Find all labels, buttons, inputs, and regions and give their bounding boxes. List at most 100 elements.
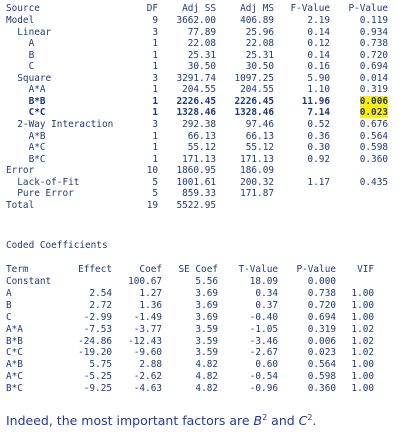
anova-cell-f-value: 0.92 — [307, 153, 330, 165]
coef-cell-t-value: 0.37 — [255, 299, 278, 311]
coef-cell-coef: 100.67 — [128, 276, 162, 287]
anova-cell-p-value: 0.319 — [359, 84, 388, 96]
anova-row: Linear 3 77.89 25.96 0.14 0.934 — [0, 27, 406, 39]
coef-cell-effect: -9.25 — [83, 383, 112, 395]
anova-cell-p-value: 0.435 — [359, 176, 388, 188]
coef-row: A*A -7.53 -3.77 3.59 -1.05 0.319 1.02 — [0, 324, 406, 336]
anova-cell-source: Error — [6, 165, 35, 177]
anova-cell-df: 1 — [152, 38, 158, 50]
coef-cell-effect: -19.20 — [78, 347, 112, 359]
caption-middle: and — [267, 413, 299, 429]
coef-cell-effect: -5.25 — [83, 371, 112, 383]
coef-row: B 2.72 1.36 3.69 0.37 0.720 1.00 — [0, 300, 406, 312]
anova-header-p-value: P-Value — [348, 3, 388, 14]
coef-cell-t-value: 18.09 — [249, 276, 278, 287]
anova-cell-source: Model — [6, 15, 35, 26]
anova-cell-df: 3 — [152, 26, 158, 38]
anova-cell-adj-ss: 30.50 — [187, 61, 216, 73]
coef-cell-effect: -24.86 — [78, 335, 112, 347]
anova-cell-source: Linear — [6, 26, 52, 38]
coef-cell-p-value: 0.319 — [307, 323, 336, 335]
anova-row: A 1 22.08 22.08 0.12 0.738 — [0, 38, 406, 50]
anova-cell-adj-ms: 25.31 — [245, 49, 274, 61]
anova-cell-f-value: 0.52 — [307, 118, 330, 130]
coef-cell-se-coef: 4.82 — [195, 371, 218, 383]
coef-cell-se-coef: 4.82 — [195, 383, 218, 395]
anova-cell-adj-ss: 22.08 — [187, 38, 216, 50]
anova-header-source: Source — [6, 3, 40, 14]
anova-cell-source: C*C — [6, 107, 46, 119]
anova-cell-df: 1 — [152, 49, 158, 61]
anova-cell-source: Total — [6, 199, 35, 211]
anova-cell-p-value: 0.934 — [359, 26, 388, 38]
anova-row: Total 19 5522.95 — [0, 200, 406, 212]
coef-cell-term: Constant — [6, 276, 52, 287]
anova-row: 2-Way Interaction 3 292.38 97.46 0.52 0.676 — [0, 119, 406, 131]
anova-cell-adj-ms: 1097.25 — [234, 72, 274, 84]
anova-row: C*C 1 1328.46 1328.46 7.14 0.023 — [0, 107, 406, 119]
anova-cell-source: B — [6, 49, 35, 61]
coef-cell-term: A — [6, 287, 12, 299]
coefficients-title: Coded Coefficients — [6, 240, 108, 251]
coef-cell-p-value: 0.564 — [307, 359, 336, 371]
anova-cell-adj-ms: 66.13 — [245, 130, 274, 142]
coef-cell-p-value: 0.000 — [307, 276, 336, 287]
anova-cell-adj-ss: 66.13 — [187, 130, 216, 142]
coef-cell-coef: -4.63 — [133, 383, 162, 395]
anova-cell-source: 2-Way Interaction — [6, 118, 114, 130]
coef-cell-coef: 1.36 — [139, 299, 162, 311]
coef-cell-coef: 1.27 — [139, 287, 162, 299]
coef-cell-effect: 2.54 — [89, 287, 112, 299]
coef-cell-effect: 5.75 — [89, 359, 112, 371]
anova-cell-df: 1 — [152, 107, 158, 119]
conclusion-caption: Indeed, the most important factors are B… — [6, 413, 316, 428]
anova-cell-f-value: 0.14 — [307, 26, 330, 38]
coef-cell-vif: 1.00 — [351, 311, 374, 323]
anova-cell-adj-ss: 292.38 — [182, 118, 216, 130]
coef-cell-t-value: -0.54 — [249, 371, 278, 383]
anova-cell-adj-ms: 200.32 — [240, 176, 274, 188]
anova-row: Error 10 1860.95 186.09 — [0, 165, 406, 177]
coef-cell-t-value: -3.46 — [249, 335, 278, 347]
coef-cell-vif: 1.02 — [351, 323, 374, 335]
anova-cell-f-value: 0.14 — [307, 49, 330, 61]
anova-cell-adj-ss: 5522.95 — [176, 199, 216, 211]
anova-cell-adj-ms: 30.50 — [245, 61, 274, 73]
anova-cell-adj-ss: 1001.61 — [176, 176, 216, 188]
anova-row: Square 3 3291.74 1097.25 5.90 0.014 — [0, 73, 406, 85]
caption-sup-b: 2 — [262, 413, 268, 422]
anova-row: B*C 1 171.13 171.13 0.92 0.360 — [0, 154, 406, 166]
coef-cell-term: B — [6, 299, 12, 311]
anova-cell-df: 1 — [152, 61, 158, 73]
highlighted-p-value: 0.023 — [359, 107, 388, 119]
anova-cell-adj-ss: 25.31 — [187, 49, 216, 61]
highlighted-p-value: 0.006 — [359, 95, 388, 107]
anova-cell-p-value: 0.360 — [359, 153, 388, 165]
anova-header-row: Source DF Adj SS Adj MS F-Value P-Value — [0, 3, 406, 15]
coef-cell-coef: 2.88 — [139, 359, 162, 371]
anova-row: A*A 1 204.55 204.55 1.10 0.319 — [0, 84, 406, 96]
anova-cell-source: C — [6, 61, 35, 73]
anova-cell-df: 1 — [152, 95, 158, 107]
anova-cell-df: 9 — [152, 15, 158, 26]
anova-cell-df: 1 — [152, 84, 158, 96]
coef-cell-se-coef: 5.56 — [195, 276, 218, 287]
coef-row: A*B 5.75 2.88 4.82 0.60 0.564 1.00 — [0, 359, 406, 371]
anova-header-df: DF — [146, 3, 158, 14]
anova-cell-p-value: 0.023 — [332, 107, 388, 119]
coef-row: C -2.99 -1.49 3.69 -0.40 0.694 1.00 — [0, 312, 406, 324]
anova-cell-df: 5 — [152, 188, 158, 200]
anova-row: Lack-of-Fit 5 1001.61 200.32 1.17 0.435 — [0, 177, 406, 189]
anova-cell-p-value: 0.676 — [359, 118, 388, 130]
coef-cell-se-coef: 3.59 — [195, 347, 218, 359]
anova-cell-f-value: 0.30 — [307, 142, 330, 154]
coef-cell-vif: 1.00 — [351, 359, 374, 371]
anova-cell-adj-ss: 1860.95 — [176, 165, 216, 177]
anova-cell-p-value: 0.564 — [359, 130, 388, 142]
coef-cell-vif: 1.02 — [351, 347, 374, 359]
anova-header-adj-ms: Adj MS — [240, 3, 274, 14]
anova-row: Model 9 3662.00 406.89 2.19 0.119 — [0, 15, 406, 27]
coef-cell-p-value: 0.694 — [307, 311, 336, 323]
coef-cell-se-coef: 3.59 — [195, 323, 218, 335]
coef-cell-term: B*B — [6, 335, 23, 347]
